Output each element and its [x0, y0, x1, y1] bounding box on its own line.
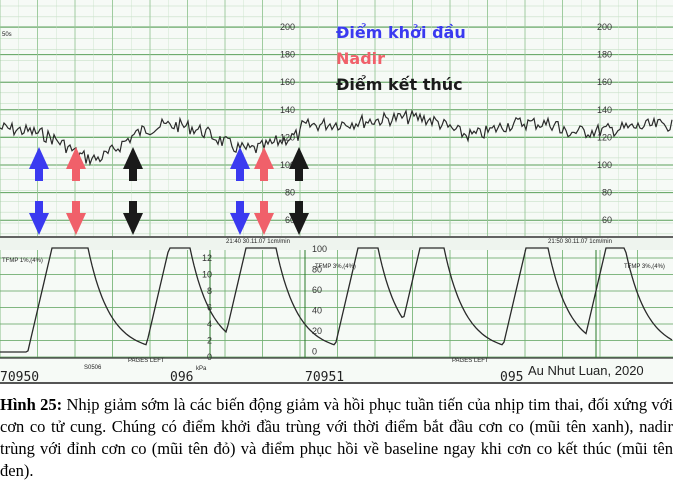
scale-tick-label: 180 [597, 50, 612, 60]
scale-tick-label: 120 [280, 132, 295, 142]
arrow-down-start [230, 201, 250, 235]
scale-tick-label: 120 [597, 132, 612, 142]
tfmp-label-c: TFMP 3%,(4%) [624, 264, 665, 270]
tfmp-label-b: TFMP 3%,(4%) [315, 264, 356, 270]
scale-tick-label: 100 [280, 160, 295, 170]
scale-tick-label: 6 [207, 303, 212, 313]
serial-1: 70950 [0, 370, 39, 382]
ctg-strip: 200 180 160 140 120 100 80 60 200 180 160 140 120 10… [0, 0, 673, 382]
scale-tick-label: 2 [207, 336, 212, 346]
arrow-down-nadir [254, 201, 274, 235]
pages-left-label-2: PAGES LEFT [452, 358, 489, 364]
caption-text: Nhịp giảm sớm là các biến động giảm và h… [0, 395, 673, 480]
arrow-down-end [289, 201, 309, 235]
arrow-down-start [29, 201, 49, 235]
credit-text: Au Nhut Luan, 2020 [528, 363, 644, 378]
scale-tick-label: 180 [280, 50, 295, 60]
bpm-label: 50s [2, 32, 12, 38]
scale-tick-label: 80 [602, 188, 612, 198]
marker-arrows [29, 147, 309, 235]
caption-lead: Hình 25: [0, 395, 63, 414]
scale-tick-label: 200 [597, 22, 612, 32]
fhr-scale-right: 200 180 160 140 120 100 80 60 [597, 22, 612, 225]
arrow-down-nadir [66, 201, 86, 235]
arrow-up-nadir [254, 147, 274, 181]
fhr-scale-left: 200 180 160 140 120 100 80 60 [280, 22, 295, 225]
fhr-trace [0, 108, 673, 167]
arrow-up-nadir [66, 147, 86, 181]
scale-tick-label: 80 [312, 265, 322, 275]
speed-label-a: 21:40 30.11.07 1cm/min [226, 239, 290, 245]
speed-label-b: 21:50 30.11.07 1cm/min [548, 239, 612, 245]
legend-nadir: Nadir [336, 49, 385, 68]
scale-tick-label: 80 [285, 188, 295, 198]
arrow-up-end [289, 147, 309, 181]
tfmp-label-a: TFMP 1%,(4%) [2, 258, 43, 264]
figure-caption: Hình 25: Nhịp giảm sớm là các biến động … [0, 394, 673, 482]
scale-tick-label: 60 [602, 215, 612, 225]
serial-4: 095 [500, 370, 523, 382]
uc-scale-right: 100 80 60 40 20 0 [312, 244, 327, 357]
arrow-up-start [230, 147, 250, 181]
uc-trace [0, 247, 673, 353]
scale-tick-label: 0 [312, 347, 317, 357]
scale-tick-label: 4 [207, 319, 212, 329]
scale-tick-label: 8 [207, 286, 212, 296]
serial-3: 70951 [305, 370, 344, 382]
legend-start: Điểm khởi đầu [336, 23, 466, 42]
scale-tick-label: 160 [280, 77, 295, 87]
s0506-label: S0506 [84, 365, 102, 371]
scale-tick-label: 60 [312, 285, 322, 295]
scale-tick-label: 60 [285, 215, 295, 225]
scale-tick-label: 140 [597, 105, 612, 115]
ctg-grid [0, 0, 673, 359]
scale-tick-label: 100 [312, 244, 327, 254]
legend-end: Điểm kết thúc [336, 75, 463, 94]
uc-scale: 12 10 8 6 4 2 0 [202, 253, 212, 362]
kpa-label: kPa [196, 366, 207, 372]
arrow-up-start [29, 147, 49, 181]
scale-tick-label: 160 [597, 77, 612, 87]
scale-tick-label: 40 [312, 306, 322, 316]
scale-tick-label: 200 [280, 22, 295, 32]
scale-tick-label: 20 [312, 326, 322, 336]
pages-left-label: PAGES LEFT [128, 358, 165, 364]
separator-line [0, 382, 673, 384]
arrow-up-end [123, 147, 143, 181]
scale-tick-label: 140 [280, 105, 295, 115]
scale-tick-label: 0 [207, 352, 212, 362]
scale-tick-label: 100 [597, 160, 612, 170]
scale-tick-label: 10 [202, 270, 212, 280]
scale-tick-label: 12 [202, 253, 212, 263]
arrow-down-end [123, 201, 143, 235]
serial-2: 096 [170, 370, 193, 382]
